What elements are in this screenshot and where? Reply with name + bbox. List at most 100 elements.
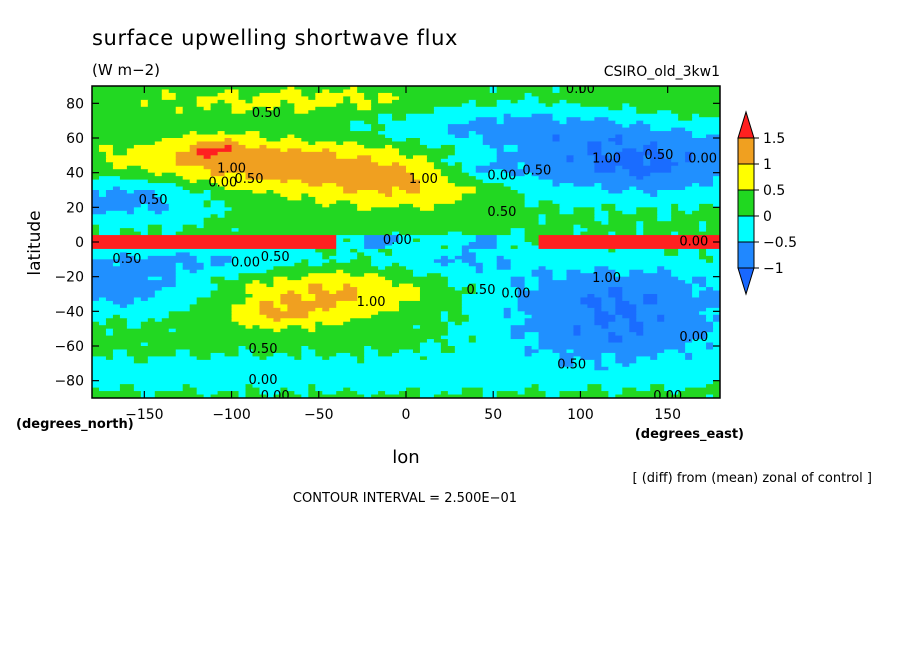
field-cell xyxy=(496,151,589,156)
field-cell xyxy=(280,148,288,153)
field-cell xyxy=(224,200,316,205)
contour-label: 0.50 xyxy=(249,342,278,357)
field-cell xyxy=(98,387,121,392)
field-cell xyxy=(210,172,226,177)
field-cell xyxy=(175,262,184,267)
field-cell xyxy=(92,349,114,354)
field-cell xyxy=(454,148,498,153)
field-cell xyxy=(594,162,644,167)
field-cell xyxy=(629,363,720,368)
field-cell xyxy=(608,266,658,271)
field-cell xyxy=(685,280,693,285)
field-cell xyxy=(364,349,379,354)
x-tick-label: −50 xyxy=(304,407,334,423)
field-cell xyxy=(594,366,609,371)
field-cell xyxy=(713,183,720,188)
contour-label: 0.00 xyxy=(501,287,530,302)
field-cell xyxy=(496,103,547,108)
field-cell xyxy=(538,349,554,354)
field-cell xyxy=(92,103,142,108)
field-cell xyxy=(608,325,630,330)
field-cell xyxy=(92,287,163,292)
field-cell xyxy=(364,346,372,351)
field-cell xyxy=(433,394,484,398)
field-cell xyxy=(524,321,595,326)
field-cell xyxy=(538,96,720,101)
field-cell xyxy=(406,155,414,160)
field-cell xyxy=(622,148,637,153)
field-cell xyxy=(196,99,219,104)
field-cell xyxy=(154,190,191,195)
field-cell xyxy=(454,255,477,260)
field-cell xyxy=(713,259,720,264)
field-cell xyxy=(510,325,575,330)
field-cell xyxy=(92,183,177,188)
field-cell xyxy=(622,314,637,319)
field-cell xyxy=(92,352,114,357)
field-cell xyxy=(126,210,135,215)
field-cell xyxy=(566,155,575,160)
field-cell xyxy=(531,384,540,389)
field-cell xyxy=(175,96,198,101)
field-cell xyxy=(524,391,547,396)
field-cell xyxy=(517,391,526,396)
field-cell xyxy=(636,359,720,364)
field-cell xyxy=(706,221,720,226)
field-cell xyxy=(412,325,421,330)
field-cell xyxy=(126,151,177,156)
contour-label: 0.00 xyxy=(231,255,260,270)
field-cell xyxy=(175,92,219,97)
colorbar-label: 1.5 xyxy=(763,131,785,147)
field-cell xyxy=(112,148,128,153)
field-cell xyxy=(608,391,623,396)
field-cell xyxy=(140,297,149,302)
field-cell xyxy=(210,169,407,174)
field-cell xyxy=(98,297,107,302)
field-cell xyxy=(210,200,226,205)
field-cell xyxy=(315,325,414,330)
field-cell xyxy=(622,363,630,368)
field-cell xyxy=(629,169,672,174)
field-cell xyxy=(636,304,720,309)
field-cell xyxy=(210,190,254,195)
field-cell xyxy=(350,96,365,101)
field-cell xyxy=(671,391,679,396)
field-cell xyxy=(105,332,114,337)
field-cell xyxy=(273,106,295,111)
field-cell xyxy=(371,103,463,108)
field-cell xyxy=(538,203,561,208)
field-cell xyxy=(454,259,463,264)
field-cell xyxy=(224,214,540,219)
field-cell xyxy=(92,106,177,111)
field-cell xyxy=(336,391,358,396)
field-cell xyxy=(440,172,470,177)
field-cell xyxy=(601,183,693,188)
field-cell xyxy=(608,138,623,143)
field-cell xyxy=(580,231,609,236)
field-cell xyxy=(245,99,254,104)
field-cell xyxy=(196,269,268,274)
field-cell xyxy=(629,172,651,177)
field-cell xyxy=(454,287,463,292)
field-cell xyxy=(231,103,281,108)
field-cell xyxy=(510,276,526,281)
field-cell xyxy=(364,238,400,243)
field-cell xyxy=(98,190,107,195)
field-cell xyxy=(399,231,449,236)
field-cell xyxy=(692,158,720,163)
field-cell xyxy=(92,377,720,382)
x-axis-units: (degrees_east) xyxy=(635,427,744,442)
field-cell xyxy=(224,352,240,357)
field-cell xyxy=(426,158,442,163)
field-cell xyxy=(657,144,720,149)
field-cell xyxy=(147,169,212,174)
field-cell xyxy=(496,86,554,91)
field-cell xyxy=(566,269,582,274)
field-cell xyxy=(203,217,540,222)
field-cell xyxy=(615,203,672,208)
field-cell xyxy=(538,217,547,222)
field-cell xyxy=(371,255,442,260)
field-cell xyxy=(196,297,247,302)
field-cell xyxy=(713,318,720,323)
field-cell xyxy=(112,349,128,354)
